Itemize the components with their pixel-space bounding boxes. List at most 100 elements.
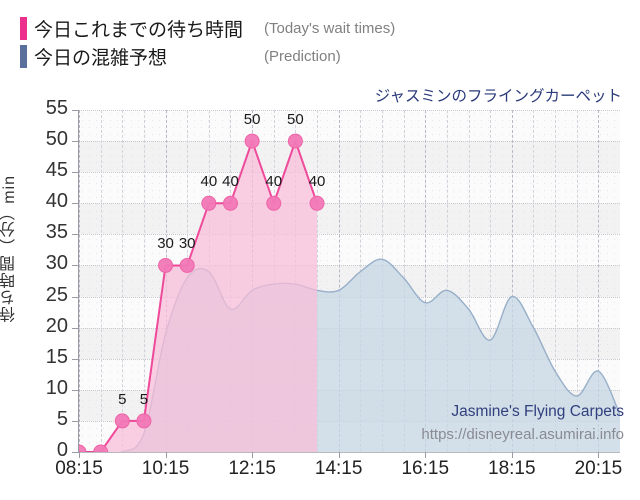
today-data-point [309, 195, 325, 211]
y-tick [72, 389, 78, 391]
x-tick-label: 08:15 [55, 458, 103, 479]
legend-label-today-jp: 今日これまでの待ち時間 [34, 19, 244, 41]
x-tick [165, 452, 167, 458]
y-tick-label: 55 [45, 97, 68, 119]
gridline-horizontal [79, 265, 620, 267]
x-tick-label: 16:15 [401, 458, 450, 479]
x-tick-label: 12:15 [228, 458, 276, 479]
point-value-label: 40 [265, 173, 283, 191]
y-tick [72, 141, 78, 143]
today-data-point [114, 413, 130, 429]
today-data-point [287, 133, 303, 149]
gridline-horizontal [79, 234, 620, 236]
y-tick [72, 234, 78, 236]
x-tick [511, 452, 513, 458]
point-value-label: 40 [200, 173, 218, 191]
legend-item-today: 今日これまでの待ち時間 (Today's wait times) [20, 14, 395, 42]
x-tick [252, 452, 254, 458]
x-tick [79, 452, 80, 458]
y-tick-label: 45 [45, 159, 68, 182]
gridline-vertical [425, 110, 427, 452]
today-data-point [158, 257, 174, 273]
today-data-point [79, 444, 87, 452]
gridline-vertical [100, 110, 102, 452]
today-data-point [222, 195, 238, 211]
legend-swatch-today [20, 16, 27, 40]
legend-swatch-prediction [20, 44, 27, 68]
gridline-vertical [490, 110, 492, 452]
x-tick [338, 452, 340, 458]
x-tick-label: 10:15 [141, 458, 190, 479]
today-area [79, 141, 318, 452]
x-tick-label: 20:15 [574, 458, 623, 479]
legend-label-prediction-jp: 今日の混雑予想 [34, 47, 168, 69]
y-axis-title: 待ち時間（分）min [1, 175, 18, 323]
gridline-vertical [446, 110, 448, 452]
y-tick [72, 265, 78, 267]
y-tick-label: 35 [45, 221, 68, 244]
y-tick [72, 420, 78, 422]
today-data-point [136, 413, 152, 429]
y-tick-label: 25 [45, 283, 68, 306]
today-data-point [93, 444, 109, 452]
point-value-label: 5 [118, 390, 127, 408]
y-tick-label: 15 [45, 345, 68, 368]
y-tick [72, 203, 78, 205]
y-tick-label: 10 [45, 376, 68, 399]
gridline-horizontal [79, 110, 620, 111]
x-tick-label: 14:15 [314, 458, 363, 479]
gridline-horizontal [79, 172, 620, 174]
today-data-point [244, 133, 260, 149]
gridline-vertical [555, 110, 557, 452]
watermark-url: https://disneyreal.asumirai.info [421, 426, 624, 443]
today-data-point [179, 257, 195, 273]
y-tick [72, 452, 78, 453]
gridline-vertical [511, 110, 513, 452]
gridline-vertical [533, 110, 535, 452]
gridline-vertical [576, 110, 578, 452]
point-value-label: 40 [308, 173, 326, 191]
y-tick [72, 172, 78, 174]
y-tick-label: 5 [56, 407, 68, 430]
legend-label-prediction-en: (Prediction) [264, 47, 341, 65]
point-value-label: 30 [157, 235, 174, 253]
plot-area [79, 110, 620, 452]
x-tick-label: 18:15 [488, 458, 536, 479]
gridline-vertical [317, 110, 319, 452]
gridline-vertical [598, 110, 600, 452]
today-data-point [201, 195, 217, 211]
x-tick [598, 452, 600, 458]
gridline-vertical [338, 110, 340, 452]
legend-label-today-en: (Today's wait times) [264, 19, 396, 37]
x-axis-line [79, 452, 620, 453]
y-tick-label: 30 [45, 252, 68, 275]
gridline-vertical [79, 110, 80, 452]
legend: 今日これまでの待ち時間 (Today's wait times) 今日の混雑予想… [20, 14, 395, 70]
y-tick-label: 0 [56, 439, 68, 461]
watermark-name: Jasmine's Flying Carpets [451, 403, 624, 420]
legend-item-prediction: 今日の混雑予想 (Prediction) [20, 42, 395, 70]
y-axis-line [78, 110, 79, 453]
y-tick [72, 110, 78, 111]
chart-title: ジャスミンのフライングカーペット [374, 88, 622, 105]
x-tick [425, 452, 427, 458]
y-tick-label: 20 [45, 314, 68, 337]
today-data-point [266, 195, 282, 211]
y-tick-label: 40 [45, 190, 68, 213]
point-value-label: 50 [243, 111, 261, 129]
gridline-vertical [468, 110, 470, 452]
series-layer [79, 133, 620, 452]
y-tick [72, 327, 78, 329]
y-tick [72, 358, 78, 360]
point-value-label: 40 [222, 173, 239, 191]
gridline-vertical [122, 110, 124, 452]
point-value-label: 5 [139, 390, 149, 408]
gridline-vertical [143, 110, 145, 452]
gridline-horizontal [79, 203, 620, 205]
gridline-horizontal [79, 141, 620, 143]
point-value-label: 30 [178, 235, 196, 253]
point-value-label: 50 [287, 111, 304, 129]
y-tick-label: 50 [45, 128, 68, 151]
y-tick [72, 296, 78, 298]
